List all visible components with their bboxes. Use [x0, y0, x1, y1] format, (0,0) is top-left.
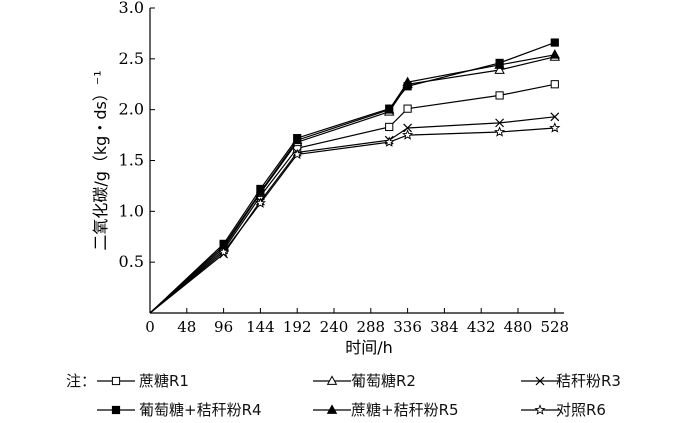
data-point: [402, 129, 414, 140]
legend-mark-4: [97, 405, 135, 415]
series-line: [149, 116, 555, 314]
x-tick-label: 48: [177, 318, 196, 336]
x-tick-label: 528: [540, 318, 569, 336]
series-3: [149, 112, 560, 314]
series-5: [149, 49, 561, 314]
data-point: [291, 148, 303, 160]
y-tick-label: 1.0: [119, 201, 144, 220]
legend-marker: [326, 404, 338, 414]
data-point: [291, 134, 303, 145]
series-line: [149, 56, 555, 314]
series-1: [149, 80, 559, 314]
legend-marker: [111, 405, 121, 415]
y-tick-label: 2.0: [119, 100, 144, 119]
x-tick-label: 240: [320, 318, 349, 336]
data-point: [550, 80, 559, 89]
x-tick-label: 288: [356, 318, 385, 336]
series-line: [149, 54, 555, 314]
data-point: [403, 123, 413, 133]
series-layer: [149, 38, 561, 314]
x-tick-label: 336: [393, 318, 422, 336]
data-point: [549, 49, 561, 59]
legend-mark-2: [313, 375, 351, 385]
data-point: [383, 104, 395, 114]
x-axis-label: 时间/h: [345, 338, 393, 357]
data-point: [495, 91, 504, 100]
legend-mark-3: [521, 376, 559, 386]
data-point: [254, 197, 266, 208]
data-point: [550, 112, 560, 122]
legend-marker: [111, 376, 121, 386]
legend: [97, 375, 559, 415]
legend-mark-5: [313, 404, 351, 414]
x-tick-label: 0: [145, 318, 155, 336]
data-point: [385, 122, 394, 132]
series-6: [149, 122, 561, 314]
data-point: [218, 246, 230, 257]
legend-marker: [326, 375, 338, 385]
x-tick-label: 384: [430, 318, 459, 336]
y-tick-label: 1.5: [119, 151, 144, 170]
data-point: [403, 104, 412, 113]
x-tick-label: 96: [214, 318, 233, 336]
axes: 时间/h 二氧化碳/g（kg・ds）⁻¹: [91, 8, 564, 357]
series-line: [149, 127, 555, 314]
legend-marker: [535, 376, 545, 386]
data-point: [494, 126, 506, 137]
x-tick-label: 144: [246, 318, 275, 336]
series-4: [149, 38, 559, 314]
data-point: [495, 118, 505, 128]
x-tick-label: 480: [504, 318, 533, 336]
x-tick-label: 192: [283, 318, 312, 336]
series-line: [149, 42, 556, 314]
y-tick-label: 0.5: [119, 252, 144, 271]
data-point: [549, 122, 561, 133]
series-2: [149, 51, 561, 314]
y-axis-label: 二氧化碳/g（kg・ds）⁻¹: [91, 70, 110, 250]
legend-mark-1: [97, 376, 135, 386]
data-point: [255, 186, 266, 196]
ticks: 0.5 1.0 1.5 2.0 2.5 3.0 0 48 96 144 192 240 288 336 38…: [119, 0, 570, 336]
data-point: [383, 136, 395, 147]
y-tick-label: 3.0: [119, 0, 144, 17]
x-tick-label: 432: [467, 318, 496, 336]
y-tick-label: 2.5: [119, 49, 144, 68]
legend-mark-6: [521, 404, 559, 415]
data-point: [494, 64, 505, 74]
data-point: [402, 76, 413, 87]
data-point: [550, 38, 559, 47]
series-line: [149, 83, 555, 314]
legend-marker: [534, 404, 546, 415]
data-point: [494, 59, 505, 69]
